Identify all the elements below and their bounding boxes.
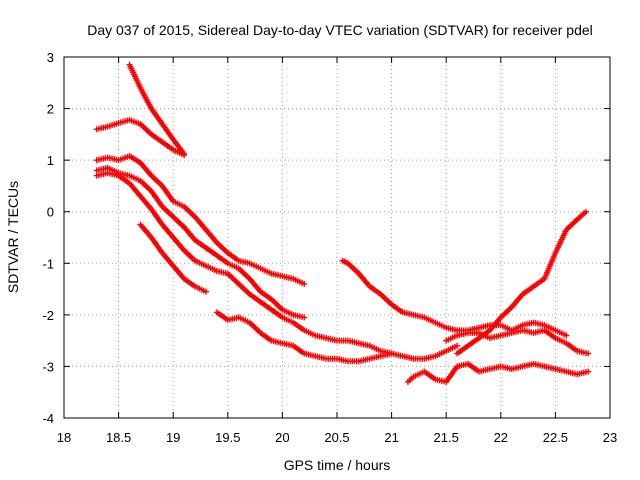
x-tick-label: 23 <box>603 430 617 445</box>
x-tick-label: 21.5 <box>434 430 459 445</box>
y-tick-label: 2 <box>47 102 54 117</box>
series-track-1 <box>126 61 188 157</box>
series-markers <box>213 309 395 365</box>
x-tick-label: 20.5 <box>324 430 349 445</box>
x-axis-label: GPS time / hours <box>284 457 391 473</box>
y-tick-label: -3 <box>42 359 54 374</box>
y-tick-label: 1 <box>47 153 54 168</box>
series-markers <box>137 221 209 295</box>
chart-title: Day 037 of 2015, Sidereal Day-to-day VTE… <box>87 22 593 38</box>
y-tick-label: -4 <box>42 411 54 426</box>
series-track-8 <box>339 257 570 339</box>
y-tick-label: 3 <box>47 50 54 65</box>
series-markers <box>93 153 308 287</box>
y-tick-labels: -4 -3 -2 -1 0 1 2 3 <box>42 50 54 426</box>
grid-lines <box>64 57 610 418</box>
x-tick-labels: 18 18.5 19 19.5 20 20.5 21 21.5 22 22.5 23 <box>57 430 617 445</box>
y-tick-label: -2 <box>42 308 54 323</box>
x-tick-label: 22.5 <box>543 430 568 445</box>
series-markers <box>339 257 570 339</box>
series-track-6 <box>137 221 209 295</box>
series-markers <box>93 170 461 362</box>
series-track-3 <box>93 153 308 287</box>
series-track-11 <box>443 327 592 357</box>
series-track-2 <box>93 116 188 158</box>
series-markers <box>454 208 589 357</box>
x-tick-label: 22 <box>494 430 508 445</box>
series-track-7 <box>213 309 395 365</box>
series-track-10 <box>454 208 589 357</box>
x-tick-label: 18 <box>57 430 71 445</box>
series-markers <box>126 61 188 157</box>
x-tick-label: 20 <box>275 430 289 445</box>
data-series <box>93 61 592 385</box>
series-markers <box>93 116 188 158</box>
series-track-4 <box>93 164 308 321</box>
series-track-5 <box>93 170 461 362</box>
series-markers <box>404 360 592 385</box>
series-line <box>96 172 458 360</box>
x-tick-label: 21 <box>384 430 398 445</box>
series-markers <box>93 164 308 321</box>
plot-frame <box>63 56 611 419</box>
x-tick-label: 19 <box>166 430 180 445</box>
y-axis-label: SDTVAR / TECUs <box>5 181 21 293</box>
x-tick-label: 19.5 <box>215 430 240 445</box>
series-line <box>342 260 567 337</box>
x-tick-label: 18.5 <box>106 430 131 445</box>
series-track-9 <box>404 360 592 385</box>
y-tick-label: -1 <box>42 256 54 271</box>
y-tick-label: 0 <box>47 205 54 220</box>
series-markers <box>443 327 592 357</box>
